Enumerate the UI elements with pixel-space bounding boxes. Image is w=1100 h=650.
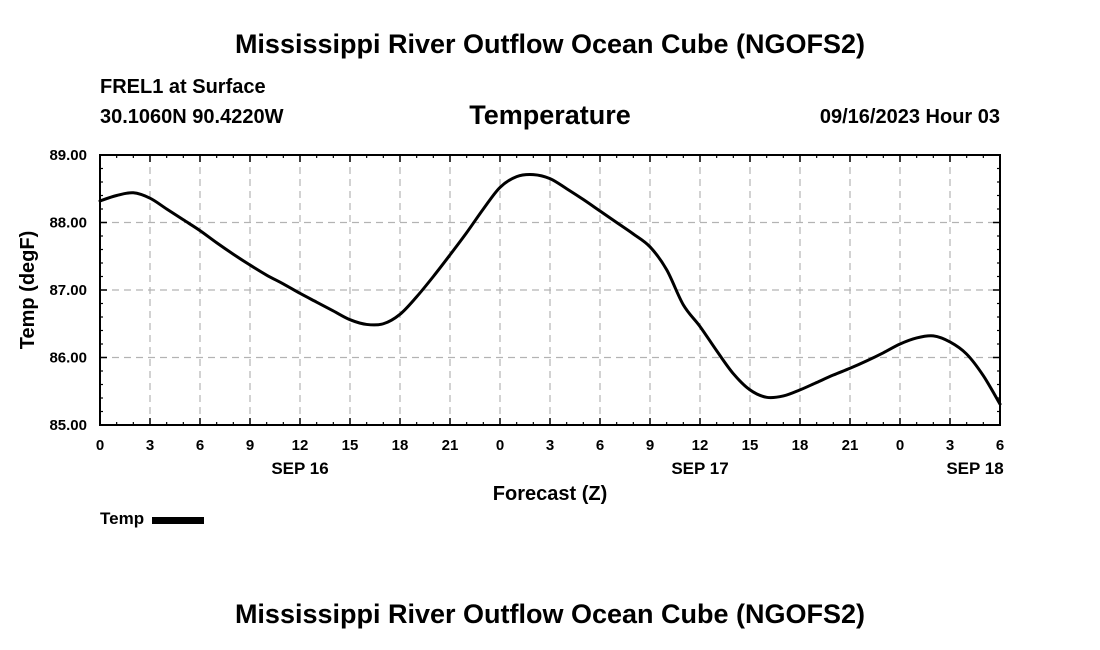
x-tick-label: 9 [246, 437, 254, 454]
legend-swatch-temp [152, 516, 205, 524]
series-line-temp [98, 172, 1002, 406]
x-tick-label: 6 [996, 437, 1004, 454]
y-tick-label: 87.00 [49, 282, 87, 299]
x-tick-label: 3 [546, 437, 554, 454]
coordinates-label: 30.1060N 90.4220W [100, 106, 284, 128]
x-tick-label: 0 [96, 437, 104, 454]
grid-lines [100, 155, 1000, 425]
x-axis-title: Forecast (Z) [493, 483, 607, 505]
x-tick-label: 21 [442, 437, 459, 454]
chart-title: Mississippi River Outflow Ocean Cube (NG… [234, 29, 866, 59]
x-tick-label: 3 [146, 437, 154, 454]
x-day-label: SEP 16 [271, 459, 328, 478]
x-tick-label: 6 [196, 437, 204, 454]
x-tick-label: 18 [792, 437, 809, 454]
y-tick-label: 86.00 [49, 350, 87, 367]
y-tick-label: 89.00 [49, 147, 87, 164]
variable-title: Temperature [469, 100, 631, 130]
x-tick-label: 15 [742, 437, 759, 454]
forecast-datetime: 09/16/2023 Hour 03 [819, 106, 1000, 128]
axis-labels: 0 3 6 9 12 15 18 21 0 3 6 9 12 15 18 21 0 3 6 85.00 86.00 87.… [49, 147, 1004, 478]
chart-title-repeat: Mississippi River Outflow Ocean Cube (NG… [234, 599, 866, 629]
x-tick-label: 6 [596, 437, 604, 454]
legend: Temp [100, 509, 205, 529]
x-tick-label: 0 [896, 437, 904, 454]
y-tick-label: 85.00 [49, 417, 87, 434]
y-tick-label: 88.00 [49, 215, 87, 232]
legend-label-temp: Temp [100, 509, 145, 528]
axis-ticks [99, 154, 1001, 426]
x-day-label: SEP 18 [946, 459, 1003, 478]
x-tick-label: 12 [692, 437, 709, 454]
x-tick-label: 0 [496, 437, 504, 454]
x-tick-label: 3 [946, 437, 954, 454]
x-tick-label: 9 [646, 437, 654, 454]
y-axis-title: Temp (degF) [17, 231, 39, 350]
x-tick-label: 18 [392, 437, 409, 454]
x-tick-label: 12 [292, 437, 309, 454]
x-tick-label: 21 [842, 437, 859, 454]
x-tick-label: 15 [342, 437, 359, 454]
x-day-label: SEP 17 [671, 459, 728, 478]
station-label: FREL1 at Surface [100, 76, 266, 98]
